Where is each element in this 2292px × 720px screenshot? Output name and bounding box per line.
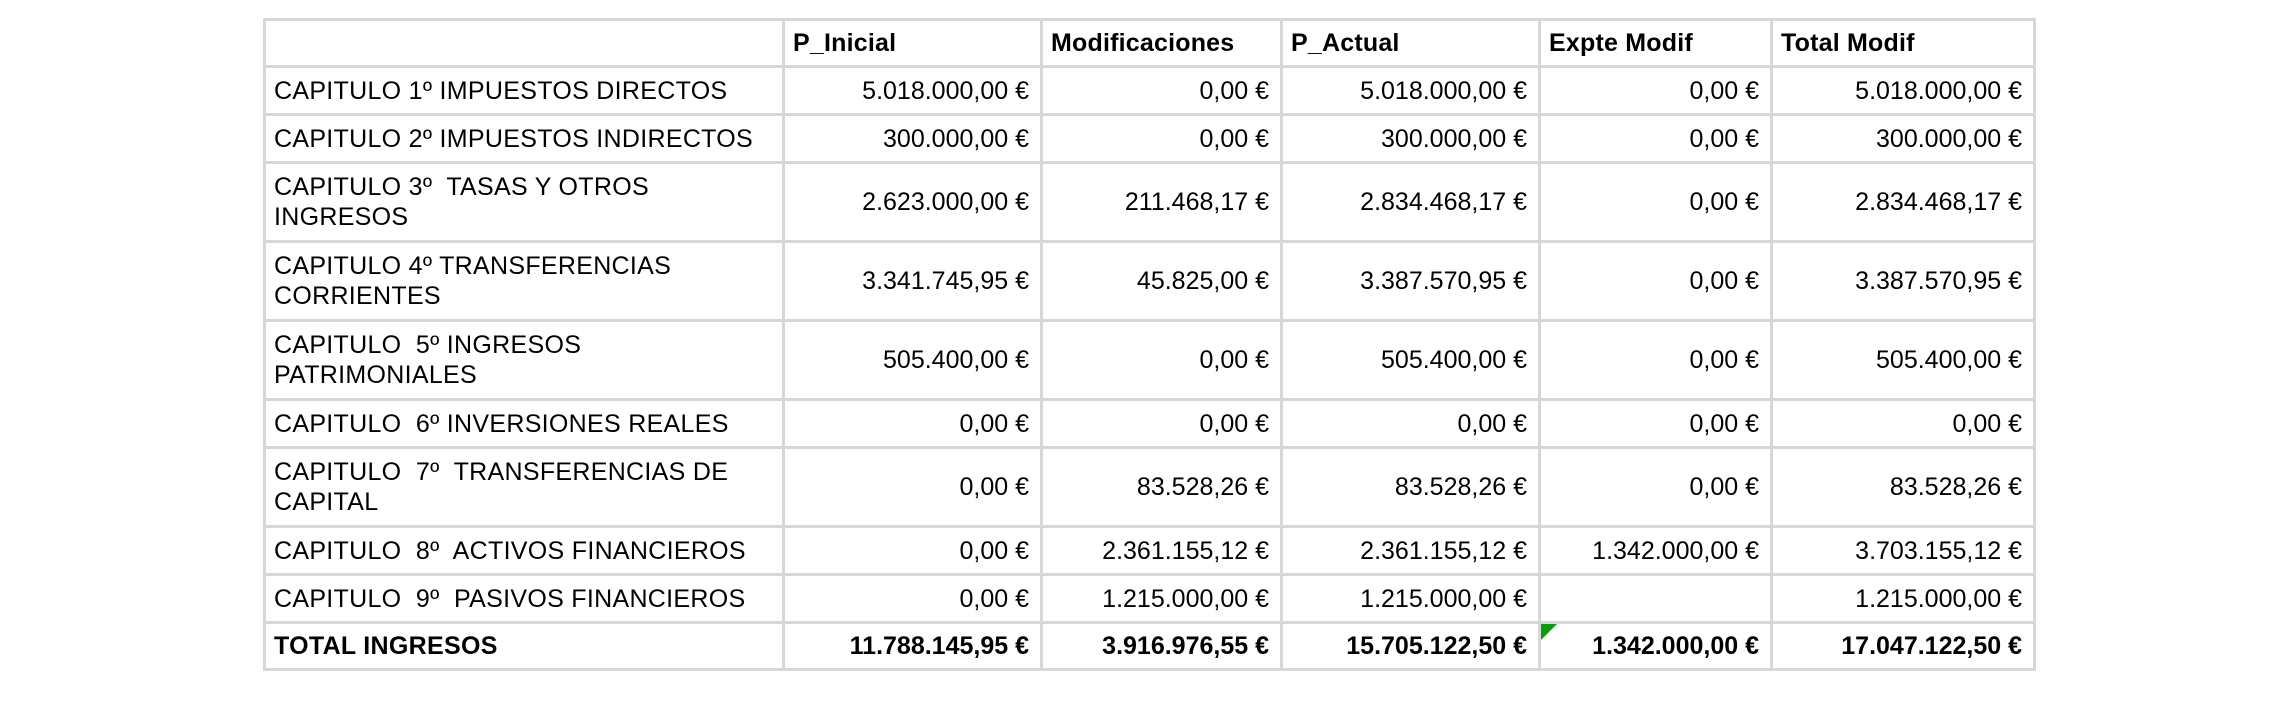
row-label-cell[interactable]: CAPITULO 7º TRANSFERENCIAS DE CAPITAL xyxy=(263,446,785,528)
modificaciones-cell[interactable]: 0,00 € xyxy=(1040,113,1283,164)
total-modif-cell[interactable]: 3.703.155,12 € xyxy=(1770,525,2036,576)
modificaciones-cell[interactable]: 83.528,26 € xyxy=(1040,446,1283,528)
total-modif-cell[interactable]: 505.400,00 € xyxy=(1770,319,2036,401)
expte-modif-cell[interactable]: 1.342.000,00 € xyxy=(1538,525,1773,576)
col-header-p-inicial[interactable]: P_Inicial xyxy=(782,18,1043,68)
total-p-inicial-cell[interactable]: 11.788.145,95 € xyxy=(782,621,1043,671)
expte-modif-cell[interactable]: 0,00 € xyxy=(1538,113,1773,164)
total-expte-modif-cell[interactable]: 1.342.000,00 € xyxy=(1538,621,1773,671)
col-header-total-modif[interactable]: Total Modif xyxy=(1770,18,2036,68)
expte-modif-cell[interactable] xyxy=(1538,573,1773,624)
table-row: CAPITULO 7º TRANSFERENCIAS DE CAPITAL 0,… xyxy=(263,446,2036,528)
total-modificaciones-cell[interactable]: 3.916.976,55 € xyxy=(1040,621,1283,671)
p-actual-cell[interactable]: 300.000,00 € xyxy=(1280,113,1541,164)
p-actual-cell[interactable]: 0,00 € xyxy=(1280,398,1541,449)
expte-modif-cell[interactable]: 0,00 € xyxy=(1538,398,1773,449)
total-modif-cell[interactable]: 3.387.570,95 € xyxy=(1770,240,2036,322)
spreadsheet-region: P_Inicial Modificaciones P_Actual Expte … xyxy=(263,18,2036,671)
total-modif-cell[interactable]: 0,00 € xyxy=(1770,398,2036,449)
expte-modif-cell[interactable]: 0,00 € xyxy=(1538,240,1773,322)
table-row: CAPITULO 2º IMPUESTOS INDIRECTOS 300.000… xyxy=(263,113,2036,164)
row-label-cell[interactable]: CAPITULO 4º TRANSFERENCIAS CORRIENTES xyxy=(263,240,785,322)
expte-modif-cell[interactable]: 0,00 € xyxy=(1538,65,1773,116)
row-label-cell[interactable]: CAPITULO 6º INVERSIONES REALES xyxy=(263,398,785,449)
p-inicial-cell[interactable]: 0,00 € xyxy=(782,573,1043,624)
row-label-cell[interactable]: CAPITULO 2º IMPUESTOS INDIRECTOS xyxy=(263,113,785,164)
budget-table: P_Inicial Modificaciones P_Actual Expte … xyxy=(263,18,2036,671)
col-header-blank[interactable] xyxy=(263,18,785,68)
table-row: CAPITULO 9º PASIVOS FINANCIEROS 0,00 € 1… xyxy=(263,573,2036,624)
total-modif-cell[interactable]: 300.000,00 € xyxy=(1770,113,2036,164)
p-inicial-cell[interactable]: 2.623.000,00 € xyxy=(782,161,1043,243)
p-inicial-cell[interactable]: 5.018.000,00 € xyxy=(782,65,1043,116)
row-label-cell[interactable]: CAPITULO 1º IMPUESTOS DIRECTOS xyxy=(263,65,785,116)
p-actual-cell[interactable]: 5.018.000,00 € xyxy=(1280,65,1541,116)
modificaciones-cell[interactable]: 0,00 € xyxy=(1040,65,1283,116)
modificaciones-cell[interactable]: 45.825,00 € xyxy=(1040,240,1283,322)
total-modif-cell[interactable]: 1.215.000,00 € xyxy=(1770,573,2036,624)
col-header-expte-modif[interactable]: Expte Modif xyxy=(1538,18,1773,68)
table-row: CAPITULO 4º TRANSFERENCIAS CORRIENTES 3.… xyxy=(263,240,2036,322)
modificaciones-cell[interactable]: 0,00 € xyxy=(1040,319,1283,401)
p-actual-cell[interactable]: 505.400,00 € xyxy=(1280,319,1541,401)
total-p-actual-cell[interactable]: 15.705.122,50 € xyxy=(1280,621,1541,671)
table-row: CAPITULO 8º ACTIVOS FINANCIEROS 0,00 € 2… xyxy=(263,525,2036,576)
expte-modif-cell[interactable]: 0,00 € xyxy=(1538,161,1773,243)
p-inicial-cell[interactable]: 300.000,00 € xyxy=(782,113,1043,164)
p-inicial-cell[interactable]: 0,00 € xyxy=(782,398,1043,449)
p-actual-cell[interactable]: 83.528,26 € xyxy=(1280,446,1541,528)
p-inicial-cell[interactable]: 3.341.745,95 € xyxy=(782,240,1043,322)
table-row: CAPITULO 5º INGRESOS PATRIMONIALES 505.4… xyxy=(263,319,2036,401)
row-label-cell[interactable]: CAPITULO 8º ACTIVOS FINANCIEROS xyxy=(263,525,785,576)
total-label-cell[interactable]: TOTAL INGRESOS xyxy=(263,621,785,671)
total-modif-cell[interactable]: 5.018.000,00 € xyxy=(1770,65,2036,116)
col-header-p-actual[interactable]: P_Actual xyxy=(1280,18,1541,68)
p-inicial-cell[interactable]: 505.400,00 € xyxy=(782,319,1043,401)
table-row: CAPITULO 1º IMPUESTOS DIRECTOS 5.018.000… xyxy=(263,65,2036,116)
p-inicial-cell[interactable]: 0,00 € xyxy=(782,525,1043,576)
p-actual-cell[interactable]: 2.834.468,17 € xyxy=(1280,161,1541,243)
expte-modif-cell[interactable]: 0,00 € xyxy=(1538,446,1773,528)
header-row: P_Inicial Modificaciones P_Actual Expte … xyxy=(263,18,2036,68)
modificaciones-cell[interactable]: 1.215.000,00 € xyxy=(1040,573,1283,624)
table-row: CAPITULO 3º TASAS Y OTROS INGRESOS 2.623… xyxy=(263,161,2036,243)
error-indicator-triangle-icon[interactable] xyxy=(1542,625,1557,640)
modificaciones-cell[interactable]: 2.361.155,12 € xyxy=(1040,525,1283,576)
total-expte-modif-value: 1.342.000,00 € xyxy=(1592,632,1759,660)
row-label-cell[interactable]: CAPITULO 3º TASAS Y OTROS INGRESOS xyxy=(263,161,785,243)
row-label-cell[interactable]: CAPITULO 5º INGRESOS PATRIMONIALES xyxy=(263,319,785,401)
p-actual-cell[interactable]: 2.361.155,12 € xyxy=(1280,525,1541,576)
modificaciones-cell[interactable]: 0,00 € xyxy=(1040,398,1283,449)
total-row: TOTAL INGRESOS 11.788.145,95 € 3.916.976… xyxy=(263,621,2036,671)
total-modif-cell[interactable]: 83.528,26 € xyxy=(1770,446,2036,528)
total-modif-cell[interactable]: 2.834.468,17 € xyxy=(1770,161,2036,243)
p-actual-cell[interactable]: 1.215.000,00 € xyxy=(1280,573,1541,624)
table-row: CAPITULO 6º INVERSIONES REALES 0,00 € 0,… xyxy=(263,398,2036,449)
p-actual-cell[interactable]: 3.387.570,95 € xyxy=(1280,240,1541,322)
col-header-modificaciones[interactable]: Modificaciones xyxy=(1040,18,1283,68)
expte-modif-cell[interactable]: 0,00 € xyxy=(1538,319,1773,401)
total-total-modif-cell[interactable]: 17.047.122,50 € xyxy=(1770,621,2036,671)
p-inicial-cell[interactable]: 0,00 € xyxy=(782,446,1043,528)
modificaciones-cell[interactable]: 211.468,17 € xyxy=(1040,161,1283,243)
row-label-cell[interactable]: CAPITULO 9º PASIVOS FINANCIEROS xyxy=(263,573,785,624)
